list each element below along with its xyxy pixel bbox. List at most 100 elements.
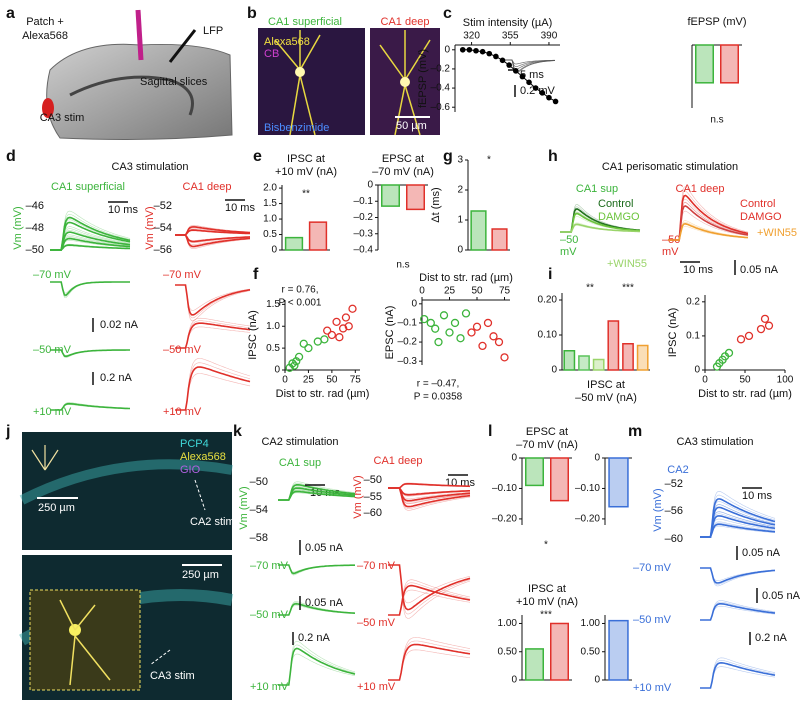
panel-letter: d xyxy=(6,148,16,165)
panel-letter: i xyxy=(548,266,552,283)
annotation: * xyxy=(544,540,548,551)
label: Alexa568 xyxy=(264,36,310,48)
y-tick-label: –0.10 xyxy=(575,483,600,494)
annotation: ** xyxy=(302,189,310,200)
label: LFP xyxy=(203,25,223,37)
y-tick-label: 0 xyxy=(551,365,557,376)
trace xyxy=(175,226,251,236)
point xyxy=(290,361,299,370)
y-tick-label: –0.20 xyxy=(492,514,517,525)
y-tick-label: 0.50 xyxy=(498,646,518,657)
label: –60 xyxy=(364,507,382,519)
point xyxy=(473,47,479,54)
label: Bisbenzimide xyxy=(264,122,329,134)
bar xyxy=(563,350,576,371)
x-tick-label: 100 xyxy=(777,375,794,386)
point xyxy=(506,62,512,68)
label: +10 mV xyxy=(250,681,289,693)
bar xyxy=(550,622,569,681)
label: –56 xyxy=(154,244,172,256)
annotation: *** xyxy=(622,283,634,294)
trace xyxy=(50,244,130,251)
label: –50 mV xyxy=(633,614,672,626)
point xyxy=(539,90,546,96)
y-tick-label: 2.0 xyxy=(263,183,277,194)
x-tick-label: 75 xyxy=(499,286,511,297)
point xyxy=(526,79,532,86)
bar xyxy=(550,457,569,502)
x-axis-label: Dist to str. rad (µm) xyxy=(419,272,513,284)
label: CA2 xyxy=(667,464,688,476)
y-tick-label: 0.10 xyxy=(538,330,558,341)
point xyxy=(466,46,473,53)
chart-title: +10 mV (nA) xyxy=(516,596,578,608)
label: –50 xyxy=(26,244,44,256)
label: CA1 perisomatic stimulation xyxy=(602,161,738,173)
label: –52 xyxy=(665,478,683,490)
point xyxy=(467,328,476,337)
label: –54 xyxy=(250,504,268,516)
label: CA3 stim xyxy=(40,112,85,124)
point xyxy=(304,343,313,353)
point xyxy=(456,334,465,343)
label: –50 mV xyxy=(163,344,202,356)
x-tick-label: 50 xyxy=(471,286,483,297)
point xyxy=(760,314,770,324)
trace xyxy=(700,603,776,621)
x-tick-label: 25 xyxy=(303,375,315,386)
trace xyxy=(50,402,130,411)
x-axis-label: Stim intensity (µA) xyxy=(463,17,552,29)
label: 0.05 nA xyxy=(305,542,344,554)
trace xyxy=(388,564,471,611)
y-tick-label: 0.5 xyxy=(263,229,277,240)
label: DAMGO xyxy=(598,211,640,223)
chart-title: +10 mV (nA) xyxy=(275,166,337,178)
x-tick-label: 390 xyxy=(541,31,558,42)
y-tick-label: –0.2 xyxy=(354,212,374,223)
trace xyxy=(388,584,471,616)
annotation: * xyxy=(487,155,491,166)
label: PCP4 xyxy=(180,438,209,450)
y-tick-label: 1.0 xyxy=(266,321,280,332)
label: 0.05 nA xyxy=(740,264,779,276)
bar xyxy=(578,355,590,371)
x-tick-label: 50 xyxy=(739,375,751,386)
point xyxy=(532,85,539,91)
annotation: ** xyxy=(586,283,594,294)
chart-title: IPSC at xyxy=(287,153,325,165)
point xyxy=(519,73,526,80)
bar xyxy=(695,44,714,84)
y-tick-label: 1.00 xyxy=(581,618,601,629)
y-tick-label: 0 xyxy=(694,365,700,376)
panel-letter: l xyxy=(488,423,492,440)
x-tick-label: 355 xyxy=(502,31,519,42)
trace xyxy=(668,205,749,241)
trace xyxy=(700,567,776,584)
y-axis-label: Δt (ms) xyxy=(430,187,442,222)
y-tick-label: 0.50 xyxy=(581,646,601,657)
bar xyxy=(607,320,620,371)
label: DAMGO xyxy=(740,211,782,223)
y-tick-label: –0.6 xyxy=(431,102,451,113)
point xyxy=(332,317,341,327)
annotation: *** xyxy=(540,610,552,621)
y-tick-label: –0.3 xyxy=(354,228,374,239)
x-tick-label: 0 xyxy=(702,375,708,386)
label: –52 xyxy=(154,200,172,212)
label: Alexa568 xyxy=(180,451,226,463)
bar xyxy=(381,184,400,207)
chart-title: –70 mV (nA) xyxy=(516,439,578,451)
label: 0.2 nA xyxy=(298,632,330,644)
point xyxy=(512,68,519,74)
trace xyxy=(50,349,130,358)
x-tick-label: 0 xyxy=(419,286,425,297)
panel-letter: m xyxy=(628,423,642,440)
label: Alexa568 xyxy=(22,30,68,42)
label: Vm (mV) xyxy=(144,206,156,249)
label: –70 mV xyxy=(250,560,289,572)
label: +10 mV xyxy=(163,406,202,418)
annotation: n.s xyxy=(710,115,723,126)
label: –46 xyxy=(26,200,44,212)
x-axis-label: Dist to str. rad (µm) xyxy=(698,388,792,400)
label: –50 xyxy=(560,234,578,246)
